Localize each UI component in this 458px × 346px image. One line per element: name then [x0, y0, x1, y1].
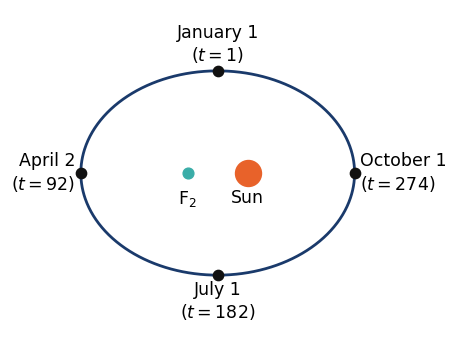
- Point: [184, 170, 191, 176]
- Point: [77, 170, 84, 176]
- Text: July 1
$(t = 182)$: July 1 $(t = 182)$: [180, 281, 256, 322]
- Point: [351, 170, 358, 176]
- Point: [214, 68, 221, 74]
- Text: April 2
$(t = 92)$: April 2 $(t = 92)$: [11, 152, 76, 194]
- Point: [214, 272, 221, 278]
- Text: October 1
$(t = 274)$: October 1 $(t = 274)$: [360, 152, 447, 194]
- Text: January 1
$(t = 1)$: January 1 $(t = 1)$: [176, 24, 259, 65]
- Text: F$_2$: F$_2$: [178, 189, 197, 209]
- Point: [244, 170, 251, 176]
- Text: Sun: Sun: [231, 189, 264, 207]
